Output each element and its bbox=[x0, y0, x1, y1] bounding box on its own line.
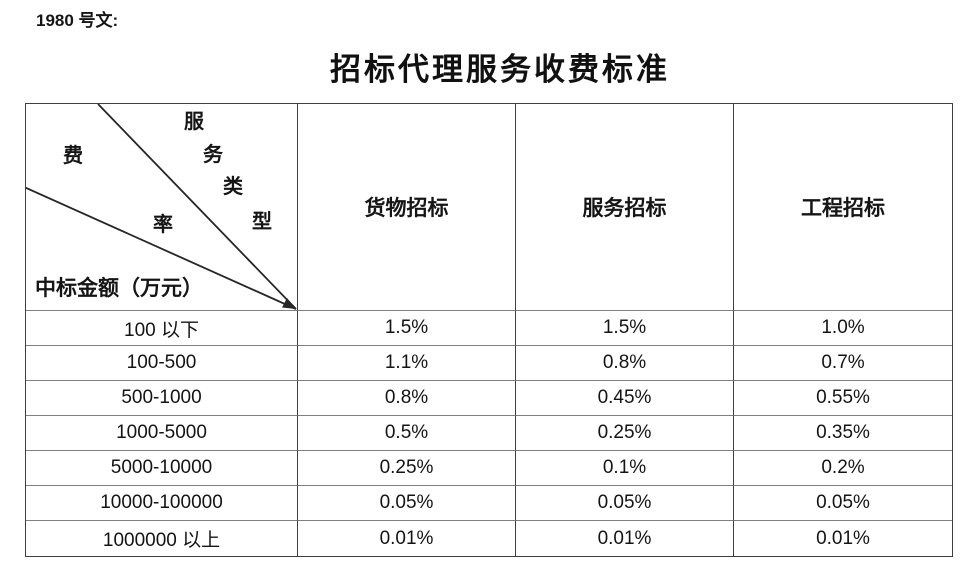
rate-cell: 0.25% bbox=[516, 416, 734, 451]
amount-range-cell: 10000-100000 bbox=[26, 486, 298, 521]
rate-cell: 0.05% bbox=[298, 486, 516, 521]
rate-cell: 0.25% bbox=[298, 451, 516, 486]
rate-cell: 0.01% bbox=[816, 527, 870, 549]
document-reference: 1980 号文: bbox=[36, 11, 119, 30]
rate-cell: 0.8% bbox=[298, 381, 516, 416]
table-row: 100 以下 1.5% 1.5% 1.0% bbox=[26, 311, 952, 346]
rate-cell: 0.5% bbox=[298, 416, 516, 451]
rate-label-char: 费 bbox=[63, 145, 83, 167]
column-header-engineering: 工程招标 bbox=[734, 104, 952, 311]
rate-cell: 1.5% bbox=[516, 311, 734, 346]
table-row: 1000000 以上 0.01% 0.01% 0.01% bbox=[26, 521, 952, 556]
rate-cell: 1.5% bbox=[298, 311, 516, 346]
rate-label-char: 率 bbox=[153, 214, 173, 236]
rate-cell: 0.1% bbox=[516, 451, 734, 486]
rate-cell: 0.8% bbox=[516, 346, 734, 381]
diagonal-arrowhead bbox=[282, 298, 296, 309]
rate-cell: 0.2% bbox=[734, 451, 952, 486]
diagonal-label-char: 类 bbox=[223, 176, 243, 198]
table-row: 1000-5000 0.5% 0.25% 0.35% bbox=[26, 416, 952, 451]
amount-range-cell: 100 以下 bbox=[26, 311, 298, 346]
rate-cell: 0.01% bbox=[298, 521, 516, 556]
rate-cell: 0.35% bbox=[734, 416, 952, 451]
diagonal-header-cell: 服 务 类 型 费 率 中标金额（万元） bbox=[26, 104, 298, 311]
amount-range-cell: 500-1000 bbox=[26, 381, 298, 416]
diagonal-label-char: 务 bbox=[203, 144, 223, 166]
amount-range-cell: 1000000 以上 bbox=[26, 521, 298, 556]
rate-cell: 0.05% bbox=[516, 486, 734, 521]
table-row: 5000-10000 0.25% 0.1% 0.2% bbox=[26, 451, 952, 486]
rate-cell: 0.45% bbox=[516, 381, 734, 416]
diagonal-label-char: 服 bbox=[184, 111, 204, 133]
rate-cell: 1.1% bbox=[298, 346, 516, 381]
diagonal-lines bbox=[26, 104, 297, 310]
amount-range-cell: 5000-10000 bbox=[26, 451, 298, 486]
table-row: 100-500 1.1% 0.8% 0.7% bbox=[26, 346, 952, 381]
rate-cell: 0.7% bbox=[734, 346, 952, 381]
amount-axis-label: 中标金额（万元） bbox=[35, 276, 203, 300]
rate-cell: 0.05% bbox=[734, 486, 952, 521]
table-row: 10000-100000 0.05% 0.05% 0.05% bbox=[26, 486, 952, 521]
amount-range-cell: 100-500 bbox=[26, 346, 298, 381]
rate-cell: 1.0% bbox=[734, 311, 952, 346]
page-title: 招标代理服务收费标准 bbox=[330, 52, 670, 87]
table-row: 500-1000 0.8% 0.45% 0.55% bbox=[26, 381, 952, 416]
fee-standard-table: 服 务 类 型 费 率 中标金额（万元） 货物招标 服务招标 工程招标 100 … bbox=[25, 103, 953, 557]
column-header-services: 服务招标 bbox=[516, 104, 734, 311]
rate-cell: 0.55% bbox=[734, 381, 952, 416]
header-row: 服 务 类 型 费 率 中标金额（万元） 货物招标 服务招标 工程招标 bbox=[26, 104, 952, 311]
column-header-goods: 货物招标 bbox=[298, 104, 516, 311]
rate-cell: 0.01% bbox=[516, 521, 734, 556]
diagonal-label-char: 型 bbox=[252, 211, 272, 233]
amount-range-cell: 1000-5000 bbox=[26, 416, 298, 451]
